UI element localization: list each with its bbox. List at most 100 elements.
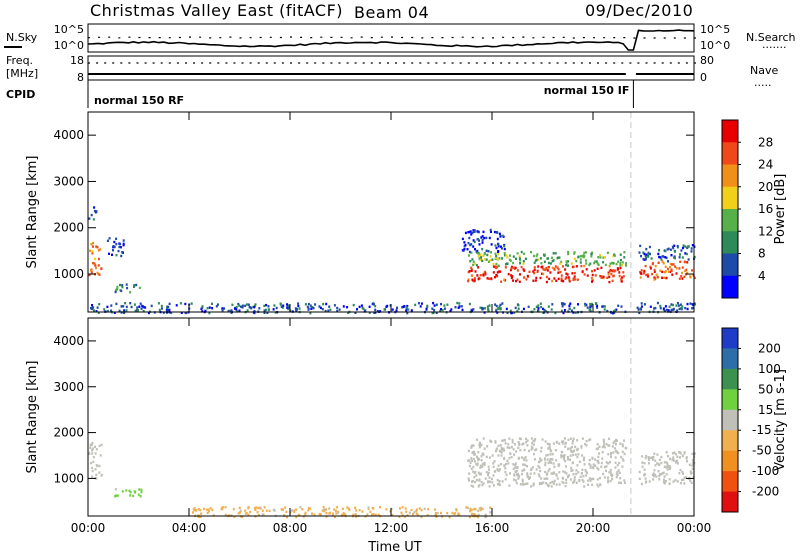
range-time-cells	[88, 437, 696, 519]
data-cell	[431, 311, 434, 315]
data-cell	[479, 472, 482, 475]
data-cell	[500, 463, 502, 466]
data-cell	[477, 513, 480, 517]
data-cell	[334, 509, 337, 512]
data-cell	[297, 304, 300, 308]
data-cell	[565, 465, 567, 468]
data-cell	[117, 249, 120, 253]
data-cell	[565, 260, 568, 263]
data-cell	[669, 265, 671, 269]
data-cell	[241, 304, 244, 307]
data-cell	[483, 447, 486, 450]
data-cell	[433, 308, 436, 312]
data-cell	[511, 438, 514, 442]
data-cell	[91, 452, 94, 455]
data-cell	[653, 474, 655, 478]
data-cell	[687, 258, 690, 261]
data-cell	[208, 311, 211, 315]
data-cell	[201, 310, 204, 313]
data-cell	[544, 461, 547, 464]
data-cell	[545, 473, 548, 476]
colorbar-tick-label: 20	[758, 180, 773, 194]
data-cell	[98, 471, 101, 474]
data-cell	[597, 455, 600, 459]
data-cell	[482, 254, 485, 258]
data-cell	[282, 508, 284, 511]
data-cell	[93, 209, 96, 213]
data-cell	[623, 256, 626, 259]
data-cell	[483, 461, 486, 465]
data-cell	[647, 456, 650, 459]
data-cell	[221, 506, 224, 509]
data-cell	[92, 218, 95, 221]
data-cell	[553, 465, 556, 468]
data-cell	[354, 506, 357, 509]
data-cell	[244, 509, 247, 512]
data-cell	[367, 506, 370, 509]
data-cell	[88, 217, 91, 220]
data-cell	[666, 462, 669, 465]
data-cell	[497, 454, 500, 457]
data-cell	[680, 478, 683, 482]
data-cell	[562, 481, 565, 484]
data-cell	[613, 254, 616, 257]
data-cell	[232, 508, 235, 511]
data-cell	[689, 302, 692, 305]
data-cell	[616, 439, 618, 442]
data-cell	[653, 452, 656, 455]
data-cell	[567, 260, 569, 263]
data-cell	[333, 508, 336, 511]
data-cell	[561, 442, 564, 445]
data-cell	[614, 309, 617, 312]
data-cell	[503, 245, 506, 248]
data-cell	[474, 248, 476, 251]
data-cell	[95, 266, 97, 270]
data-cell	[506, 256, 509, 259]
data-cell	[325, 302, 328, 306]
data-cell	[321, 509, 324, 512]
data-cell	[537, 307, 540, 310]
data-cell	[556, 477, 559, 480]
data-cell	[466, 506, 469, 510]
data-cell	[557, 463, 560, 466]
data-cell	[404, 507, 407, 510]
data-cell	[564, 268, 567, 271]
colorbar-swatch	[722, 389, 738, 411]
data-cell	[660, 258, 663, 261]
data-cell	[485, 258, 488, 261]
data-cell	[693, 255, 696, 259]
data-cell	[524, 456, 527, 459]
data-cell	[526, 482, 529, 485]
data-cell	[673, 255, 676, 258]
data-cell	[328, 507, 331, 510]
data-cell	[583, 463, 586, 466]
data-cell	[670, 254, 673, 257]
data-cell	[469, 259, 472, 263]
data-cell	[286, 306, 289, 309]
data-cell	[436, 511, 439, 515]
data-cell	[649, 456, 652, 460]
data-cell	[386, 304, 389, 308]
data-cell	[555, 440, 558, 444]
data-cell	[542, 272, 545, 276]
data-cell	[559, 270, 562, 274]
data-cell	[672, 246, 675, 250]
data-cell	[448, 516, 451, 519]
data-cell	[114, 289, 117, 292]
data-cell	[433, 304, 436, 307]
data-cell	[241, 306, 244, 309]
data-cell	[480, 236, 483, 239]
data-cell	[573, 480, 576, 483]
data-cell	[544, 440, 547, 443]
data-cell	[89, 249, 92, 252]
data-cell	[553, 277, 556, 280]
data-cell	[570, 445, 573, 449]
data-cell	[480, 256, 483, 259]
data-cell	[569, 458, 571, 461]
data-cell	[589, 310, 592, 313]
data-cell	[486, 277, 489, 280]
data-cell	[601, 451, 604, 454]
colorbar-swatch	[722, 186, 738, 210]
data-cell	[581, 255, 584, 258]
data-cell	[659, 307, 662, 310]
